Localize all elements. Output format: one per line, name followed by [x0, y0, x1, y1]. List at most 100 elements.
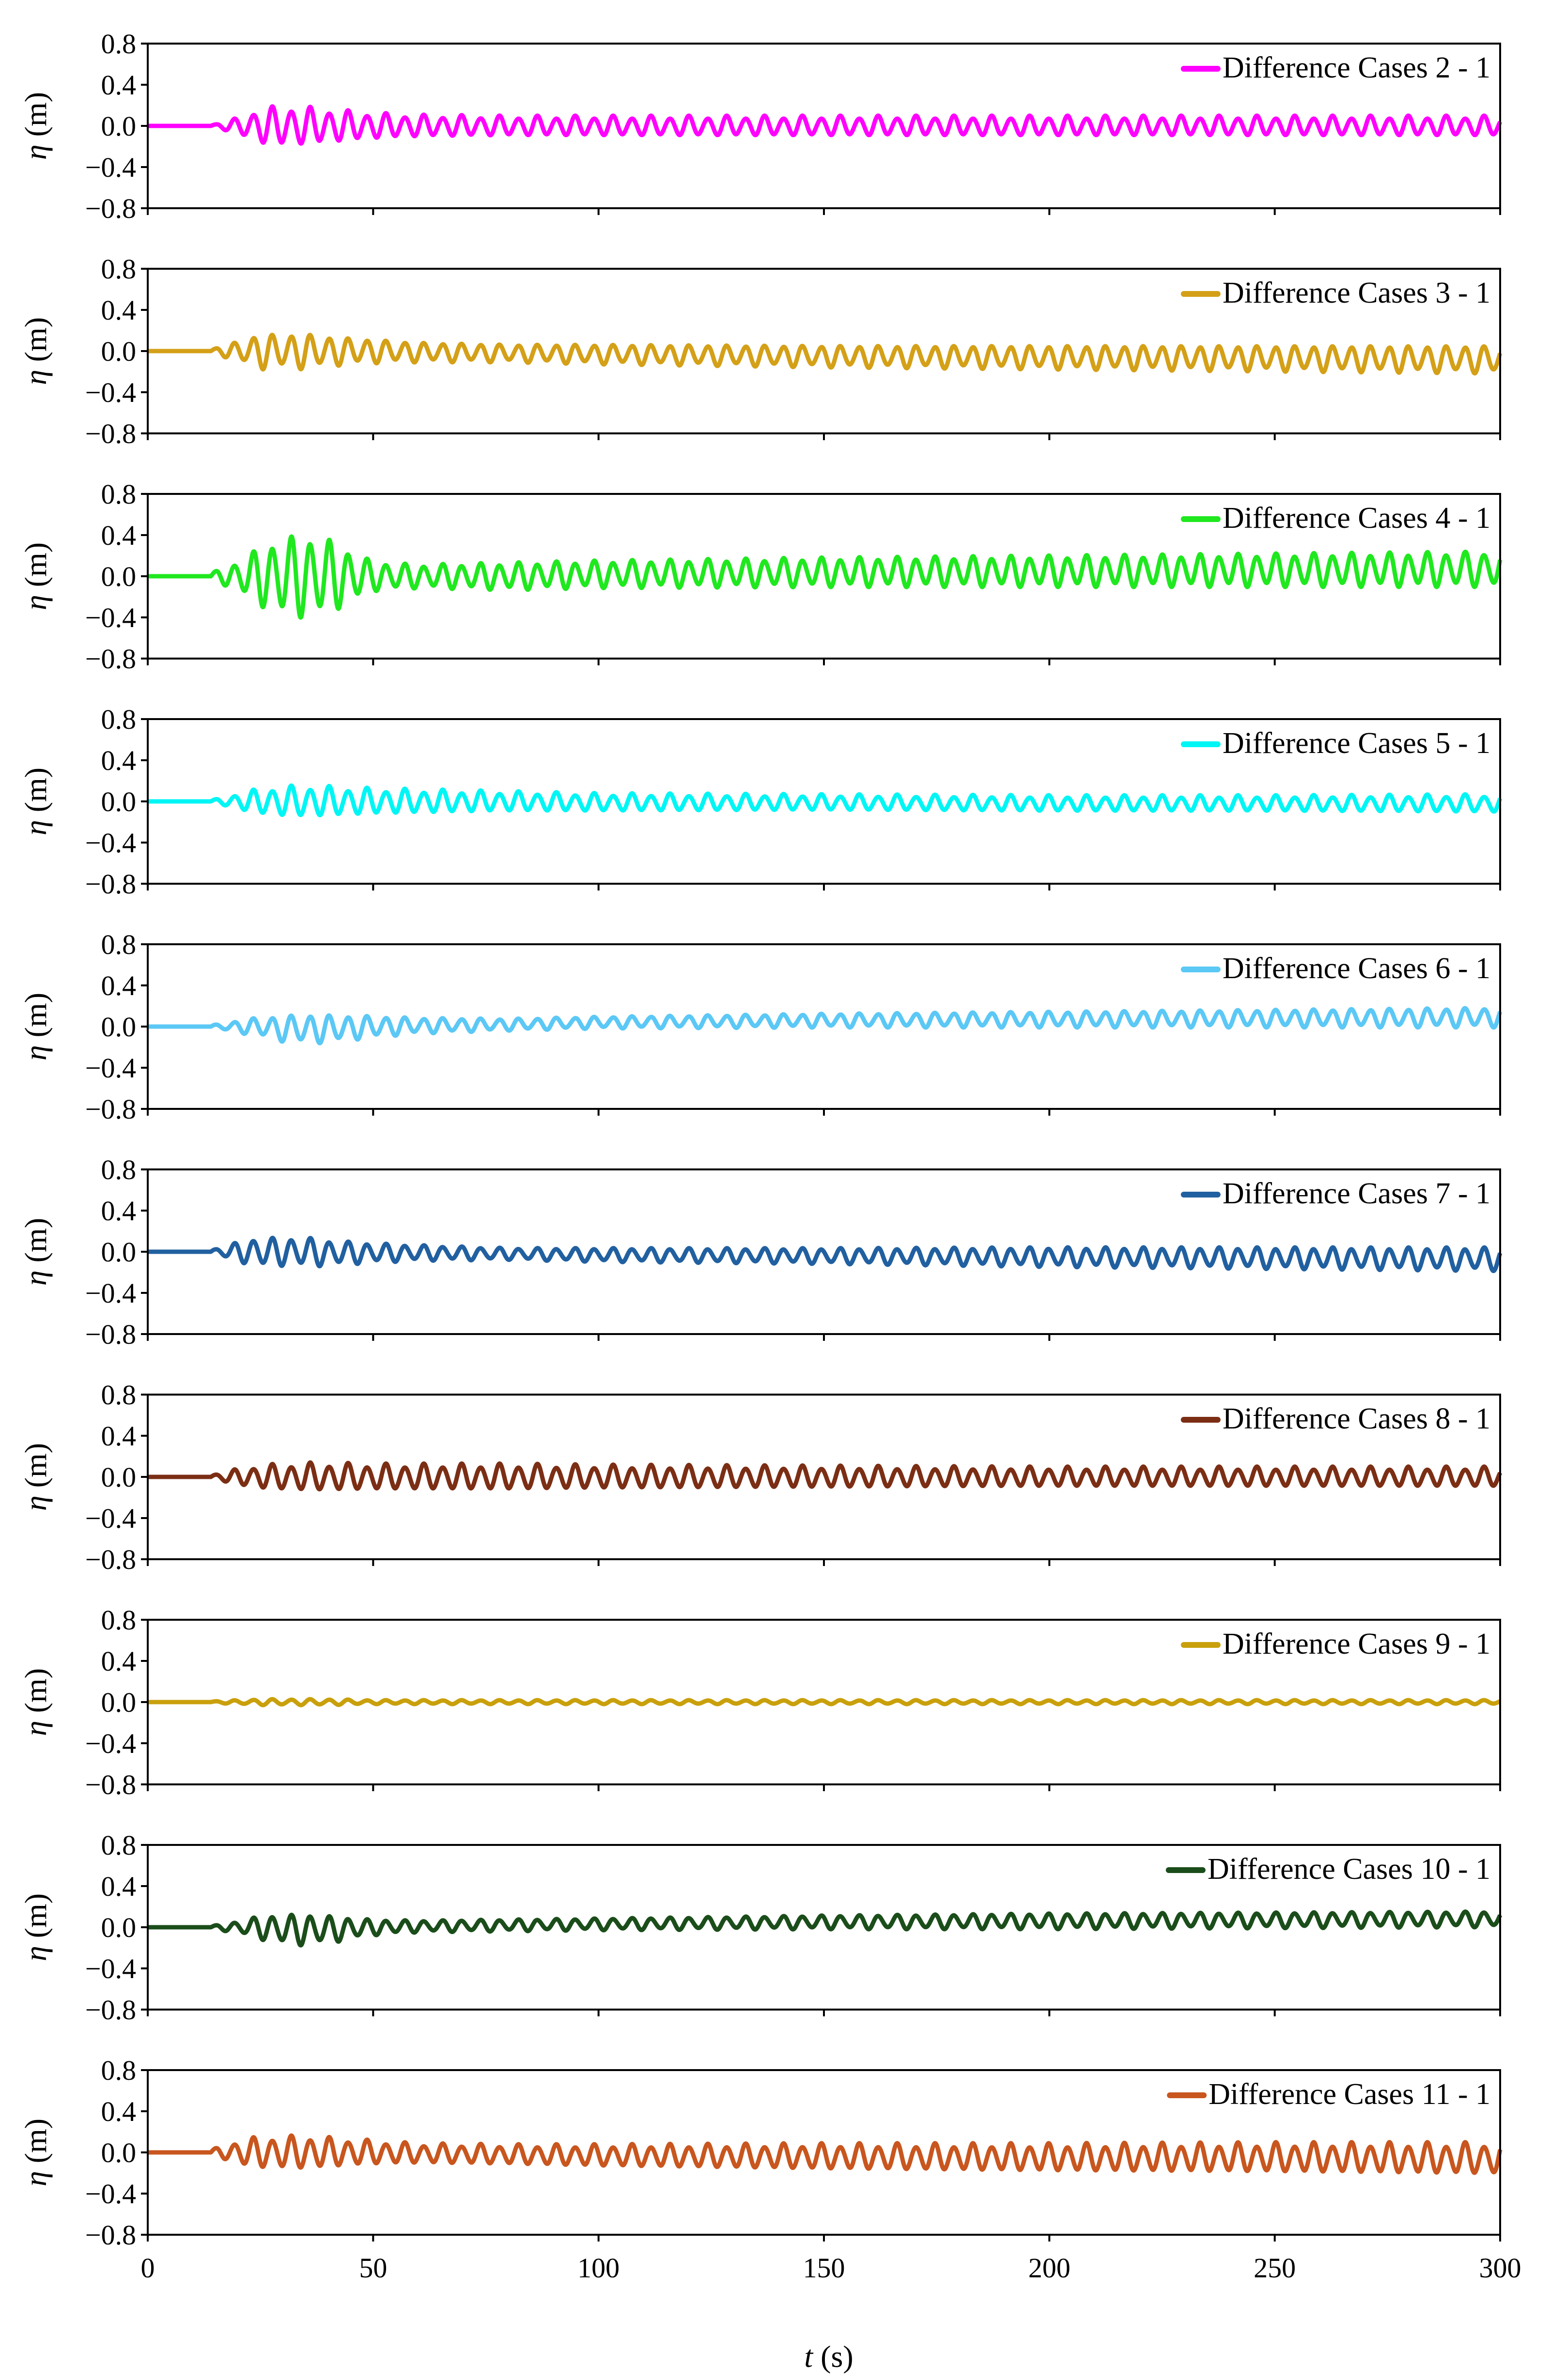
x-tick-label: 100 — [577, 2252, 620, 2284]
y-tick-label: −0.4 — [85, 1277, 136, 1309]
series-line-6 — [146, 1235, 1503, 1274]
panel-6: 0.8 0.4 0.0 −0.4 −0.8 η (m) Difference Cases 7… — [18, 1154, 1503, 1350]
y-tick-label: 0.0 — [101, 2137, 137, 2168]
y-axis-label-unit: (m) — [18, 92, 53, 144]
y-tick-label: −0.8 — [85, 1093, 136, 1125]
series-line-7 — [146, 1460, 1503, 1491]
y-tick-label: −0.8 — [85, 643, 136, 675]
y-tick-label: 0.4 — [101, 970, 137, 1001]
y-tick-label: 0.8 — [101, 1379, 137, 1411]
legend-2: Difference Cases 3 - 1 — [1180, 276, 1490, 309]
panel-10: 0.8 0.4 0.0 −0.4 −0.8 η (m) Difference Cases 1… — [18, 2055, 1503, 2251]
y-tick-label: −0.8 — [85, 1769, 136, 1800]
legend-label: Difference Cases 2 - 1 — [1223, 51, 1490, 84]
y-axis-label: η (m) — [18, 1443, 53, 1511]
legend-label: Difference Cases 10 - 1 — [1208, 1853, 1490, 1886]
y-tick-label: 0.0 — [101, 1912, 137, 1943]
y-tick-label: 0.4 — [101, 69, 137, 101]
series-line-8 — [146, 1697, 1502, 1707]
y-axis-label-var: η — [18, 1045, 53, 1060]
y-tick-label: −0.8 — [85, 418, 136, 449]
y-axis-label-unit: (m) — [18, 317, 53, 369]
y-tick-label: −0.4 — [85, 1503, 136, 1534]
y-axis-label-var: η — [18, 820, 53, 835]
y-axis-label-unit: (m) — [18, 1893, 53, 1946]
y-tick-label: 0.4 — [101, 2096, 137, 2127]
series-line-9 — [146, 1909, 1503, 1948]
y-axis-label: η (m) — [18, 993, 53, 1060]
y-axis-label-unit: (m) — [18, 1218, 53, 1270]
legend-4: Difference Cases 5 - 1 — [1180, 727, 1490, 760]
legend-5: Difference Cases 6 - 1 — [1180, 952, 1490, 985]
legend-label: Difference Cases 4 - 1 — [1223, 502, 1490, 535]
y-tick-label: 0.8 — [101, 929, 137, 960]
y-tick-label: 0.8 — [101, 2055, 137, 2086]
series-line-4 — [146, 783, 1503, 817]
y-axis-label-unit: (m) — [18, 1443, 53, 1495]
y-axis-label: η (m) — [18, 317, 53, 385]
legend-8: Difference Cases 9 - 1 — [1180, 1628, 1490, 1660]
y-tick-label: −0.4 — [85, 1953, 136, 1984]
y-tick-label: −0.8 — [85, 868, 136, 900]
legend-label: Difference Cases 5 - 1 — [1223, 727, 1490, 760]
y-tick-label: 0.4 — [101, 294, 137, 326]
y-axis-label-var: η — [18, 369, 53, 385]
y-axis-label-var: η — [18, 2171, 53, 2186]
legend-label: Difference Cases 3 - 1 — [1223, 276, 1490, 309]
y-tick-label: −0.4 — [85, 827, 136, 859]
y-tick-label: 0.0 — [101, 1687, 137, 1718]
y-tick-label: 0.0 — [101, 561, 137, 592]
series-line-10 — [146, 2133, 1503, 2175]
x-axis-label: t (s) — [804, 2339, 853, 2374]
legend-label: Difference Cases 7 - 1 — [1223, 1177, 1490, 1210]
y-tick-label: −0.8 — [85, 1994, 136, 2026]
y-tick-label: 0.8 — [101, 478, 137, 510]
legend-9: Difference Cases 10 - 1 — [1165, 1853, 1490, 1886]
y-tick-label: −0.4 — [85, 1052, 136, 1084]
y-tick-label: 0.0 — [101, 336, 137, 367]
y-tick-label: −0.4 — [85, 1728, 136, 1759]
x-tick-label: 50 — [359, 2252, 387, 2284]
x-tick-label: 0 — [141, 2252, 155, 2284]
x-axis-label-unit: (s) — [813, 2339, 853, 2374]
x-axis-label-var: t — [804, 2339, 814, 2374]
y-tick-label: −0.8 — [85, 193, 136, 224]
legend-label: Difference Cases 6 - 1 — [1223, 952, 1490, 985]
y-axis-label-unit: (m) — [18, 542, 53, 595]
y-axis-label-unit: (m) — [18, 1668, 53, 1720]
legend-label: Difference Cases 11 - 1 — [1209, 2078, 1490, 2111]
panel-7: 0.8 0.4 0.0 −0.4 −0.8 η (m) Difference Cases 8… — [18, 1379, 1503, 1575]
y-axis-label: η (m) — [18, 1218, 53, 1286]
y-tick-label: 0.8 — [101, 704, 137, 735]
legend-label: Difference Cases 9 - 1 — [1223, 1628, 1490, 1660]
panel-8: 0.8 0.4 0.0 −0.4 −0.8 η (m) Difference Cases 9… — [18, 1604, 1502, 1800]
series-line-3 — [146, 534, 1503, 620]
y-tick-label: −0.8 — [85, 1544, 136, 1575]
y-tick-label: 0.4 — [101, 1871, 137, 1902]
x-tick-label: 250 — [1254, 2252, 1296, 2284]
y-tick-label: −0.8 — [85, 2219, 136, 2251]
y-axis-label-unit: (m) — [18, 768, 53, 820]
y-tick-label: 0.0 — [101, 786, 137, 817]
y-axis-label-var: η — [18, 144, 53, 160]
y-tick-label: −0.4 — [85, 2178, 136, 2210]
series-line-1 — [146, 104, 1503, 146]
y-axis-label-var: η — [18, 1495, 53, 1511]
y-tick-label: 0.4 — [101, 745, 137, 776]
y-axis-label: η (m) — [18, 768, 53, 835]
y-axis-label-unit: (m) — [18, 2119, 53, 2171]
y-axis-label-unit: (m) — [18, 993, 53, 1045]
y-axis-label: η (m) — [18, 2119, 53, 2186]
shared-x-axis: t (s) 0 50 100 150 200 250 300 — [141, 2252, 1521, 2374]
y-axis-label: η (m) — [18, 92, 53, 160]
y-tick-label: 0.0 — [101, 1236, 137, 1268]
legend-label: Difference Cases 8 - 1 — [1223, 1402, 1490, 1435]
panel-1: 0.8 0.4 0.0 −0.4 −0.8 η (m) Difference Cases 2… — [18, 28, 1503, 224]
panel-2: 0.8 0.4 0.0 −0.4 −0.8 η (m) Difference Cases 3… — [18, 253, 1503, 449]
y-tick-label: 0.8 — [101, 1154, 137, 1185]
y-tick-label: 0.0 — [101, 110, 137, 142]
panel-3: 0.8 0.4 0.0 −0.4 −0.8 η (m) Difference Cases 4… — [18, 478, 1503, 675]
legend-7: Difference Cases 8 - 1 — [1180, 1402, 1490, 1435]
y-tick-label: 0.8 — [101, 28, 137, 60]
